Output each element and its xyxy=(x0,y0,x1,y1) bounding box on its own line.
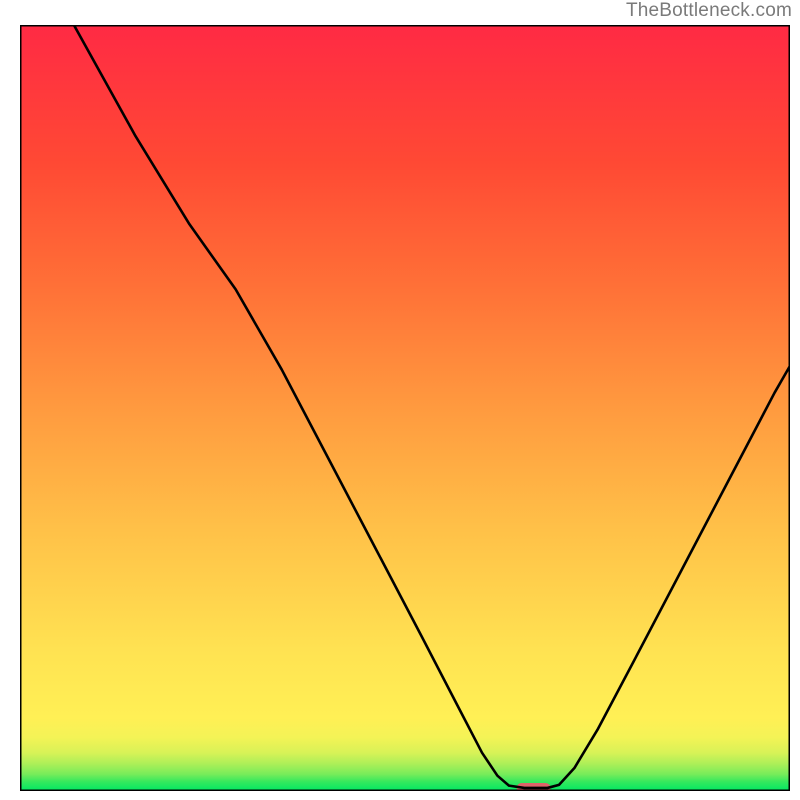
chart-background xyxy=(20,25,790,791)
plot-area xyxy=(20,25,790,791)
chart-svg xyxy=(20,25,790,791)
attribution-text: TheBottleneck.com xyxy=(626,0,792,22)
